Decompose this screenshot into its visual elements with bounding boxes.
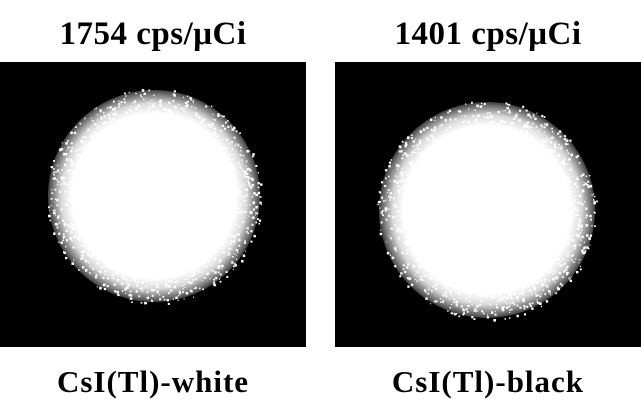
panel-csi-black: 1401 cps/μCi CsI(Tl)-black (335, 0, 641, 402)
spot-speckle (48, 89, 263, 305)
crystal-label: CsI(Tl)-black (391, 364, 585, 399)
spot-speckle (377, 101, 598, 322)
crystal-label: CsI(Tl)-white (56, 364, 250, 399)
spot-core (413, 136, 561, 284)
sensitivity-label: 1754 cps/μCi (59, 16, 247, 52)
spot-core (80, 122, 228, 270)
flood-image (335, 62, 641, 347)
flood-image (0, 62, 306, 347)
sensitivity-label: 1401 cps/μCi (394, 16, 582, 52)
panel-csi-white: 1754 cps/μCi CsI(Tl)-white (0, 0, 306, 402)
